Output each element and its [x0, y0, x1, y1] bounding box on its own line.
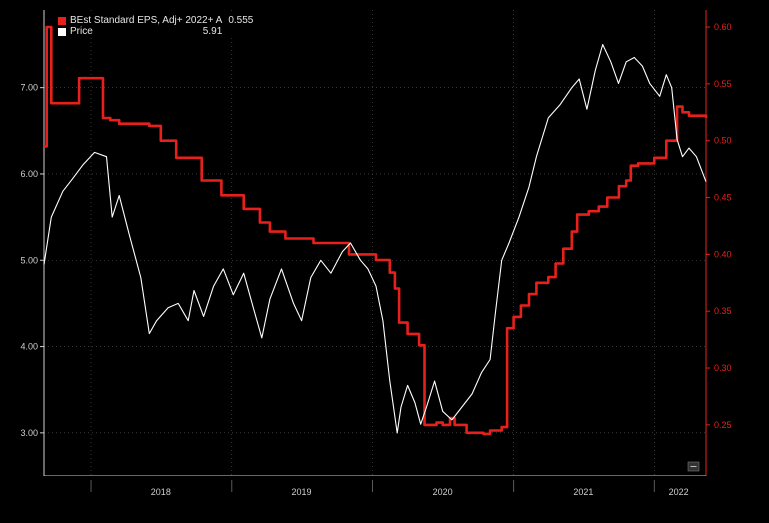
eps-swatch: [58, 16, 66, 25]
legend-entry-price: Price 5.91: [58, 26, 253, 37]
menu-icon[interactable]: [687, 461, 700, 472]
x-tick-label-2: 2020: [433, 487, 453, 497]
x-tick-label-1: 2019: [292, 487, 312, 497]
price-swatch: [58, 27, 66, 36]
grid-layer: [44, 10, 706, 476]
legend: BEst Standard EPS, Adj+ 2022+ A 0.555 Pr…: [54, 14, 258, 38]
right-tick-label-1: 0.30: [714, 363, 732, 373]
x-tick-label-4: 2022: [669, 487, 689, 497]
price-series-line: [43, 43, 707, 434]
legend-value-price: 5.91: [202, 26, 223, 37]
left-tick-label-3: 6.00: [20, 169, 38, 179]
right-tick-label-3: 0.40: [714, 249, 732, 259]
legend-entry-eps: BEst Standard EPS, Adj+ 2022+ A 0.555: [58, 15, 253, 26]
right-tick-label-7: 0.60: [714, 22, 732, 32]
right-tick-label-5: 0.50: [714, 136, 732, 146]
left-tick-label-4: 7.00: [20, 83, 38, 93]
x-tick-label-3: 2021: [573, 487, 593, 497]
tick-label-layer: 3.00 4.00 5.00 6.00 7.00 0.25 0.30 0.35 0.40 0.45…: [20, 22, 731, 497]
x-tick-label-0: 2018: [151, 487, 171, 497]
left-tick-label-0: 3.00: [20, 428, 38, 438]
series-layer: [43, 25, 708, 436]
right-tick-label-0: 0.25: [714, 420, 732, 430]
right-tick-label-2: 0.35: [714, 306, 732, 316]
time-axis-band: [0, 476, 769, 518]
left-tick-label-1: 4.00: [20, 342, 38, 352]
legend-name-eps: BEst Standard EPS, Adj+ 2022+ A: [70, 15, 223, 26]
legend-name-price: Price: [70, 26, 93, 37]
axis-layer: [0, 10, 769, 518]
left-tick-label-2: 5.00: [20, 255, 38, 265]
right-tick-label-6: 0.55: [714, 79, 732, 89]
right-tick-label-4: 0.45: [714, 193, 732, 203]
eps-series-line: [44, 25, 708, 436]
legend-value-eps: 0.555: [228, 15, 254, 26]
